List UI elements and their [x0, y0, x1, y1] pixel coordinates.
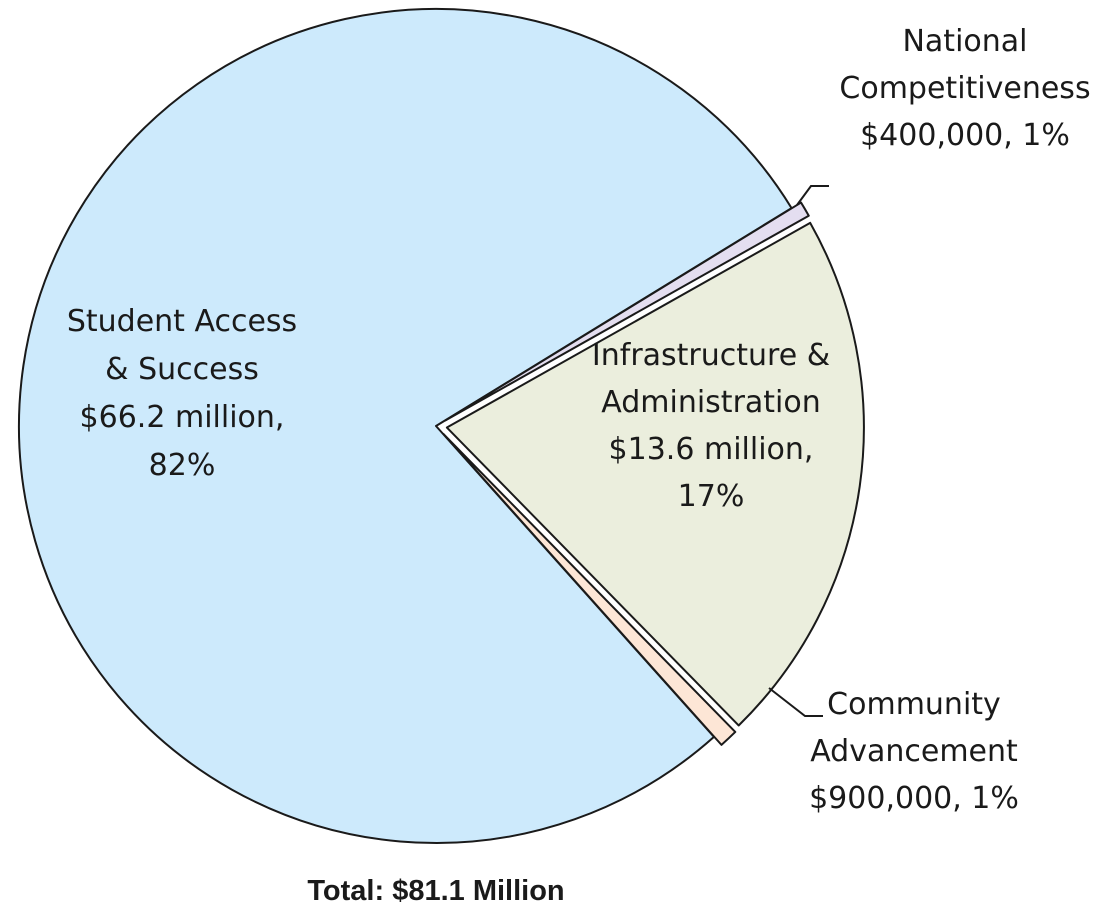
slice-label-line: National	[902, 24, 1027, 59]
slice-label-line: & Success	[105, 352, 259, 387]
slice-label-line: 82%	[149, 448, 216, 483]
total-label: Total: $81.1 Million	[307, 875, 564, 907]
leader-line-national-competitiveness	[796, 185, 829, 206]
slice-label-student-access-success: Student Access & Success $66.2 million, 82%	[67, 304, 297, 483]
slice-label-line: Administration	[601, 385, 821, 420]
slice-label-community-advancement: Community Advancement $900,000, 1%	[809, 687, 1019, 816]
labels-layer: Student Access & Success $66.2 million, 82%…	[67, 24, 1091, 816]
pie-slice-community-advancement	[442, 433, 737, 746]
leader-lines-layer	[768, 185, 829, 717]
pie-slice-student-access-success	[18, 8, 793, 844]
slice-label-line: Infrastructure &	[592, 338, 830, 373]
pie-slice-infrastructure-administration	[445, 221, 865, 727]
slice-label-infrastructure-administration: Infrastructure & Administration $13.6 mill…	[592, 338, 830, 514]
slice-label-line: Advancement	[810, 734, 1018, 769]
pie-slice-national-competitiveness	[444, 201, 810, 422]
slice-label-line: $66.2 million,	[80, 400, 285, 435]
slice-label-line: $900,000, 1%	[809, 781, 1019, 816]
slice-label-national-competitiveness: National Competitiveness $400,000, 1%	[839, 24, 1090, 153]
slice-label-line: 17%	[678, 479, 745, 514]
slice-label-line: Student Access	[67, 304, 297, 339]
slice-label-line: $13.6 million,	[609, 432, 814, 467]
leader-line-community-advancement	[768, 687, 823, 717]
slice-label-line: Competitiveness	[839, 71, 1090, 106]
slice-label-line: $400,000, 1%	[860, 118, 1070, 153]
slices-layer	[18, 8, 865, 844]
slice-label-line: Community	[827, 687, 1001, 722]
